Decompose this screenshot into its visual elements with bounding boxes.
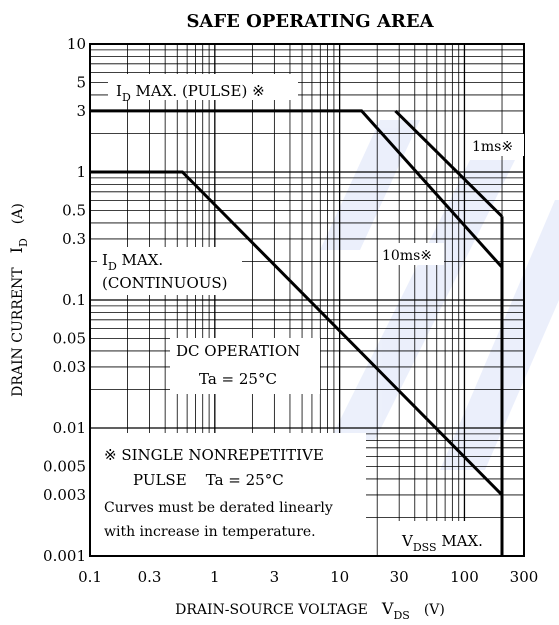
y-tick-label: 0.001 — [43, 547, 86, 565]
x-axis-label-sym: V — [381, 599, 394, 618]
vdss-label: VDSS MAX. — [401, 532, 483, 554]
y-tick-label: 0.03 — [53, 358, 86, 376]
x-tick-label: 10 — [330, 568, 349, 586]
y-tick-label: 0.5 — [62, 202, 86, 220]
continuous-label-box — [97, 247, 242, 295]
x-tick-label: 300 — [510, 568, 539, 586]
y-tick-label: 5 — [76, 74, 86, 92]
y-axis-label: DRAIN CURRENT ID (A) — [7, 203, 30, 397]
vdss-label-sub: DSS — [413, 541, 437, 554]
continuous-label-sub: D — [108, 260, 117, 273]
y-tick-labels: 10 5 3 1 0.5 0.3 0.1 0.05 0.03 0.01 0.005 0.003 0.00… — [43, 35, 86, 565]
x-axis-label-main: DRAIN-SOURCE VOLTAGE — [175, 602, 368, 618]
y-axis-label-unit: (A) — [10, 203, 26, 224]
x-tick-label: 0.3 — [138, 568, 162, 586]
y-axis-label-sub: D — [17, 238, 30, 247]
label-1ms: 1ms※ — [472, 139, 513, 155]
continuous-label-line1: ID MAX. — [102, 251, 163, 273]
x-tick-label: 100 — [450, 568, 479, 586]
vdss-label-text: MAX. — [437, 532, 483, 550]
vdss-label-sym: V — [401, 532, 414, 550]
plot-frame — [89, 43, 525, 557]
y-axis-label-sym: I — [7, 247, 26, 253]
x-axis-label-unit: (V) — [424, 602, 445, 618]
note-line4: with increase in temperature. — [104, 524, 316, 540]
x-tick-label: 30 — [390, 568, 409, 586]
dc-label-line2: Ta = 25°C — [199, 370, 277, 388]
x-tick-label: 0.1 — [78, 568, 102, 586]
y-tick-label: 0.003 — [43, 486, 86, 504]
y-tick-label: 0.01 — [53, 419, 86, 437]
label-10ms-box — [378, 243, 444, 265]
x-axis-label: DRAIN-SOURCE VOLTAGE VDS (V) — [175, 599, 445, 622]
curves — [90, 109, 504, 556]
y-tick-label: 0.05 — [53, 330, 86, 348]
continuous-label-sym: I — [102, 251, 108, 269]
pulse-label-text: MAX. (PULSE) ※ — [131, 82, 265, 100]
curve-1ms — [394, 109, 504, 218]
dc-label-line1: DC OPERATION — [176, 342, 300, 360]
note-line3: Curves must be derated linearly — [104, 500, 333, 516]
label-10ms: 10ms※ — [382, 248, 432, 264]
y-tick-label: 0.3 — [62, 230, 86, 248]
label-1ms-box — [468, 134, 524, 156]
x-tick-label: 3 — [270, 568, 280, 586]
pulse-label-sub: D — [122, 91, 131, 104]
x-axis-label-sub: DS — [393, 609, 409, 622]
y-axis-label-main: DRAIN CURRENT — [10, 267, 26, 397]
continuous-label-text: MAX. — [117, 251, 163, 269]
dc-label-box — [170, 338, 320, 394]
y-tick-label: 10 — [67, 35, 86, 53]
note-line1: ※ SINGLE NONREPETITIVE — [104, 446, 324, 464]
x-tick-labels: 0.1 0.3 1 3 10 30 100 300 — [78, 568, 538, 586]
pulse-label-sym: I — [116, 82, 122, 100]
curve-10ms — [90, 109, 504, 269]
pulse-label-box — [108, 74, 298, 100]
vdss-label-box — [390, 521, 518, 555]
curve-dc — [90, 170, 504, 496]
note-line2: PULSE Ta = 25°C — [133, 471, 284, 489]
pulse-label: ID MAX. (PULSE) ※ — [116, 82, 265, 104]
chart-title: SAFE OPERATING AREA — [186, 11, 434, 32]
y-tick-label: 0.1 — [62, 291, 86, 309]
note-box — [91, 433, 366, 555]
y-tick-label: 0.005 — [43, 458, 86, 476]
y-tick-label: 3 — [76, 102, 86, 120]
y-tick-label: 1 — [76, 163, 86, 181]
x-tick-label: 1 — [210, 568, 220, 586]
continuous-label-line2: (CONTINUOUS) — [102, 274, 228, 292]
